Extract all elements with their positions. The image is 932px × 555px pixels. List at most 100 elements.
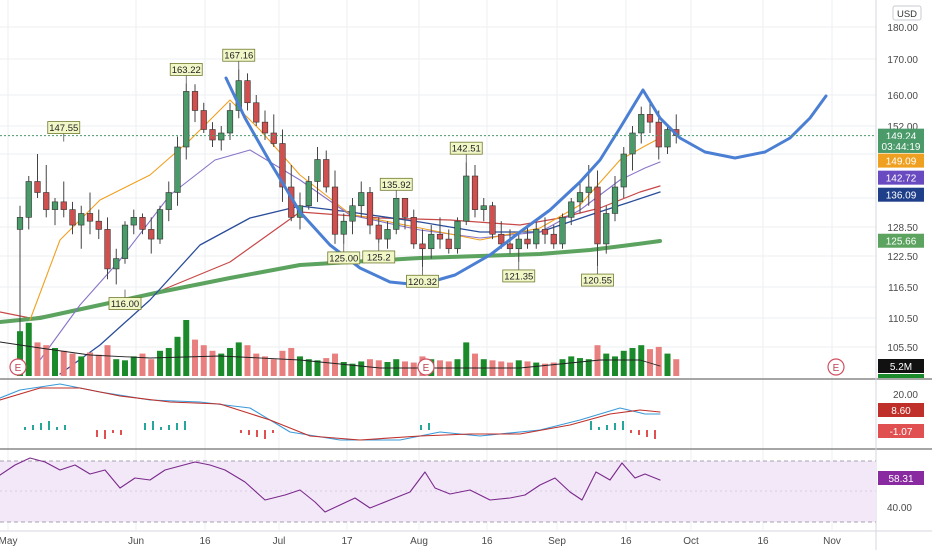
annotation-label: 163.22 — [172, 65, 201, 76]
price-tag-label: 125.66 — [886, 237, 917, 248]
candle-up[interactable] — [51, 201, 59, 210]
candle-down[interactable] — [655, 121, 662, 148]
candle-up[interactable] — [16, 217, 24, 230]
candle-up[interactable] — [165, 192, 172, 210]
candle-up[interactable] — [559, 217, 566, 245]
macd-histogram-bar — [614, 423, 616, 430]
candle-down[interactable] — [244, 80, 251, 104]
candle-down[interactable] — [506, 243, 514, 250]
volume-bar — [157, 350, 163, 376]
earnings-marker[interactable]: E — [417, 358, 435, 376]
candle-up[interactable] — [664, 129, 671, 148]
candle-up[interactable] — [183, 91, 190, 148]
candle-down[interactable] — [445, 238, 452, 250]
macd-histogram-bar — [654, 430, 656, 439]
earnings-marker[interactable]: E — [827, 358, 845, 376]
candle-up[interactable] — [463, 175, 470, 222]
candle-up[interactable] — [568, 201, 575, 218]
candle-down[interactable] — [86, 213, 94, 222]
candle-down[interactable] — [270, 132, 277, 144]
earnings-marker-circle[interactable] — [9, 358, 27, 376]
earnings-marker[interactable]: E — [9, 358, 27, 376]
candle-up[interactable] — [130, 217, 137, 226]
candle-down[interactable] — [646, 114, 654, 123]
candle-down[interactable] — [323, 159, 330, 188]
earnings-marker-circle[interactable] — [417, 358, 435, 376]
candle-up[interactable] — [611, 186, 619, 214]
candle-down[interactable] — [594, 186, 601, 245]
candle-down[interactable] — [541, 229, 549, 235]
candle-down[interactable] — [419, 243, 426, 250]
earnings-marker-circle[interactable] — [827, 358, 845, 376]
candle-up[interactable] — [603, 213, 610, 245]
candle-down[interactable] — [191, 91, 199, 111]
candle-down[interactable] — [366, 192, 374, 226]
candle-down[interactable] — [401, 198, 409, 218]
candle-up[interactable] — [393, 198, 400, 230]
candle-down[interactable] — [261, 121, 269, 134]
candle-up[interactable] — [156, 209, 164, 240]
currency-badge[interactable] — [892, 5, 922, 21]
candle-down[interactable] — [95, 220, 102, 230]
volume-bar — [550, 362, 557, 376]
candle-up[interactable] — [25, 181, 32, 218]
candle-down[interactable] — [209, 129, 216, 141]
candle-down[interactable] — [279, 143, 286, 188]
macd-histogram-bar — [240, 430, 242, 433]
candle-down[interactable] — [331, 186, 339, 235]
candle-down[interactable] — [498, 233, 505, 245]
candle-down[interactable] — [34, 181, 41, 193]
volume-bar — [524, 361, 531, 376]
candle-down[interactable] — [253, 102, 260, 123]
candle-up[interactable] — [340, 220, 347, 235]
candle-down[interactable] — [200, 110, 207, 130]
macd-histogram-tag-label: -1.07 — [890, 427, 913, 438]
candle-down[interactable] — [148, 229, 155, 240]
volume-bar — [253, 353, 260, 376]
candle-up[interactable] — [454, 220, 461, 250]
candle-down[interactable] — [60, 201, 67, 210]
candle-down[interactable] — [375, 224, 382, 240]
volume-bar — [577, 358, 583, 376]
price-axis-label: 128.50 — [887, 223, 918, 234]
candle-down[interactable] — [69, 209, 76, 226]
candle-down[interactable] — [139, 217, 146, 230]
price-annotation: 125.00 — [327, 243, 361, 264]
candle-up[interactable] — [78, 213, 85, 226]
candle-down[interactable] — [471, 175, 479, 210]
volume-tag-label: 5.2M — [890, 362, 912, 373]
candle-up[interactable] — [305, 181, 312, 207]
candle-up[interactable] — [638, 114, 645, 134]
candle-up[interactable] — [358, 192, 365, 207]
candle-up[interactable] — [515, 238, 522, 250]
candle-up[interactable] — [384, 229, 391, 240]
candle-up[interactable] — [174, 146, 181, 193]
candle-up[interactable] — [629, 132, 636, 155]
candle-down[interactable] — [104, 229, 111, 270]
candle-up[interactable] — [314, 159, 321, 182]
volume-bar — [585, 359, 592, 376]
candle-up[interactable] — [121, 224, 129, 259]
candle-up[interactable] — [349, 205, 356, 222]
candle-up[interactable] — [533, 229, 540, 245]
volume-bar — [130, 356, 137, 376]
candle-down[interactable] — [524, 238, 531, 245]
candle-up[interactable] — [218, 132, 225, 141]
volume-tag-secondary — [878, 374, 924, 378]
candle-up[interactable] — [620, 153, 627, 188]
candle-down[interactable] — [410, 217, 417, 245]
candle-down[interactable] — [489, 205, 496, 235]
candle-up[interactable] — [428, 233, 435, 250]
candle-up[interactable] — [113, 258, 120, 270]
candle-down[interactable] — [550, 233, 557, 245]
volume-bar — [655, 346, 662, 376]
candle-down[interactable] — [43, 192, 50, 210]
candle-up[interactable] — [480, 205, 487, 210]
candle-up[interactable] — [576, 192, 584, 203]
earnings-marker-label: E — [15, 363, 22, 374]
candle-up[interactable] — [226, 110, 234, 134]
candle-down[interactable] — [436, 233, 444, 240]
candle-up[interactable] — [585, 186, 592, 193]
